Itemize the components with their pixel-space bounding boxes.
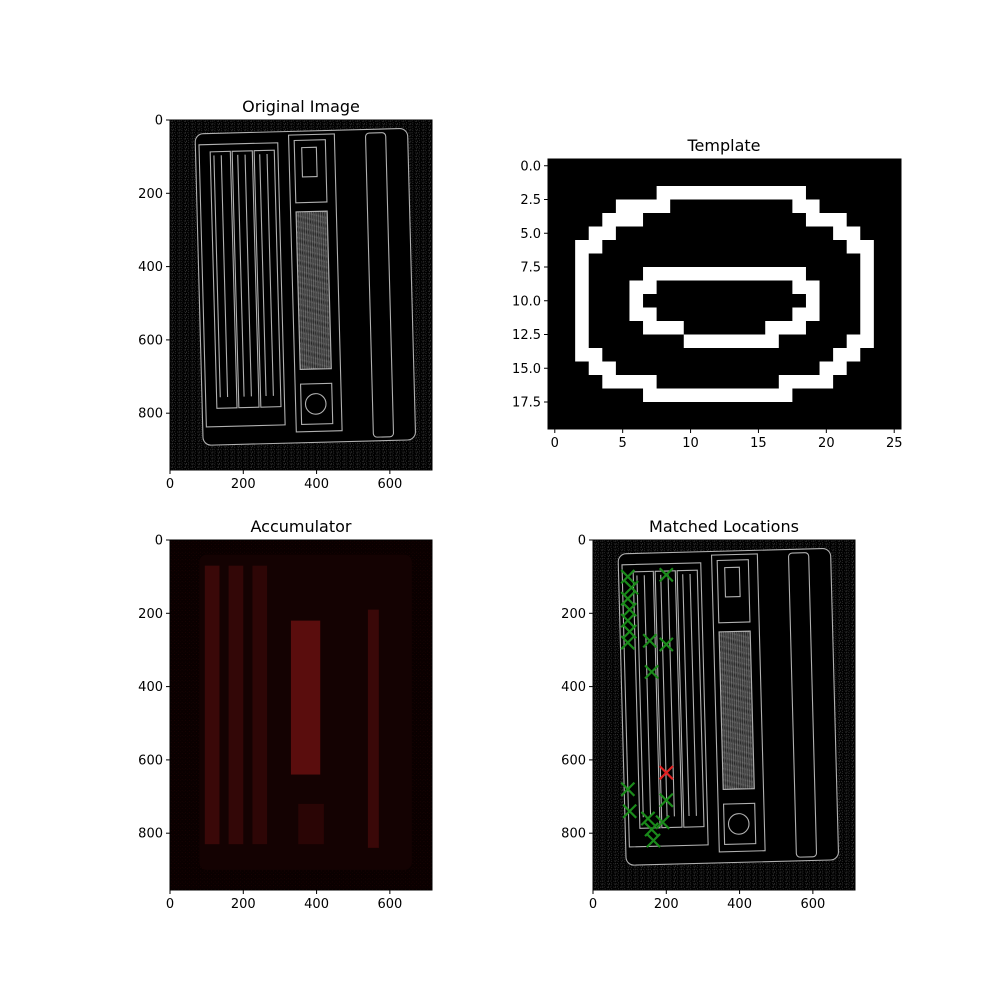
x-tick-label: 200: [231, 897, 256, 912]
y-tick-label: 0.0: [520, 159, 541, 174]
y-tick-label: 5.0: [520, 227, 541, 242]
card-outline-copy: [617, 548, 839, 866]
x-tick-label: 0: [166, 477, 174, 492]
x-tick-label: 25: [886, 436, 903, 451]
match-marker: [646, 833, 661, 848]
accumulator-panel: Accumulator: [169, 517, 433, 891]
y-tick-label: 800: [138, 407, 163, 422]
template-outer-ring: [575, 186, 874, 402]
template-title: Template: [686, 136, 760, 155]
x-tick-label: 600: [800, 897, 825, 912]
x-tick-label: 200: [654, 897, 679, 912]
y-tick-label: 600: [561, 753, 586, 768]
x-tick-label: 10: [682, 436, 699, 451]
x-tick-label: 0: [589, 897, 597, 912]
y-tick-label: 0: [578, 534, 586, 549]
y-tick-label: 400: [138, 680, 163, 695]
x-tick-label: 15: [750, 436, 767, 451]
match-markers: [620, 567, 674, 848]
match-marker: [622, 803, 638, 819]
y-tick-label: 0: [155, 114, 163, 129]
y-tick-label: 800: [138, 827, 163, 842]
match-marker: [640, 811, 656, 826]
match-marker: [620, 781, 636, 797]
y-tick-label: 12.5: [512, 328, 541, 343]
y-tick-label: 2.5: [520, 193, 541, 208]
card-outline: [194, 128, 416, 446]
y-tick-label: 7.5: [520, 261, 541, 276]
y-tick-label: 600: [138, 333, 163, 348]
x-tick-label: 600: [377, 897, 402, 912]
x-tick-label: 5: [619, 436, 627, 451]
match-marker: [655, 814, 670, 830]
y-tick-label: 200: [561, 607, 586, 622]
y-tick-label: 15.0: [512, 362, 541, 377]
x-tick-label: 400: [304, 477, 329, 492]
match-marker: [620, 569, 636, 585]
match-marker: [658, 567, 674, 583]
x-tick-label: 0: [551, 436, 559, 451]
match-marker: [620, 635, 636, 650]
original-image-plot: [170, 120, 432, 470]
match-marker: [624, 580, 639, 596]
template-panel: Template: [547, 136, 902, 430]
axis-ticks: 0 200 400 600 0 200 400 600 800 0 5 10 15 20 25 0.0 2.5 5…: [138, 114, 902, 913]
y-tick-label: 400: [138, 260, 163, 275]
matched-locations-plot: [593, 540, 855, 890]
y-tick-label: 400: [561, 680, 586, 695]
y-tick-label: 10.0: [512, 294, 541, 309]
original-image-panel: Original Image: [169, 97, 433, 471]
template-inner-ring: [629, 267, 820, 348]
matched-locations-title: Matched Locations: [649, 517, 799, 536]
y-tick-label: 17.5: [512, 396, 541, 411]
match-marker: [644, 664, 660, 680]
original-image-title: Original Image: [242, 97, 360, 116]
x-tick-label: 400: [727, 897, 752, 912]
matched-locations-panel: Matched Locations: [592, 517, 856, 891]
match-marker: [642, 633, 658, 649]
match-marker: [658, 637, 674, 652]
best-match-marker: [658, 765, 674, 781]
template-plot: [548, 159, 901, 429]
y-tick-label: 800: [561, 827, 586, 842]
x-tick-label: 400: [304, 897, 329, 912]
y-tick-label: 200: [138, 187, 163, 202]
y-tick-label: 600: [138, 753, 163, 768]
y-tick-label: 200: [138, 607, 163, 622]
accumulator-title: Accumulator: [250, 517, 351, 536]
x-tick-label: 200: [231, 477, 256, 492]
y-tick-label: 0: [155, 534, 163, 549]
x-tick-label: 0: [166, 897, 174, 912]
x-tick-label: 600: [377, 477, 402, 492]
match-marker: [658, 792, 674, 808]
accumulator-plot: [170, 540, 432, 890]
x-tick-label: 20: [818, 436, 835, 451]
